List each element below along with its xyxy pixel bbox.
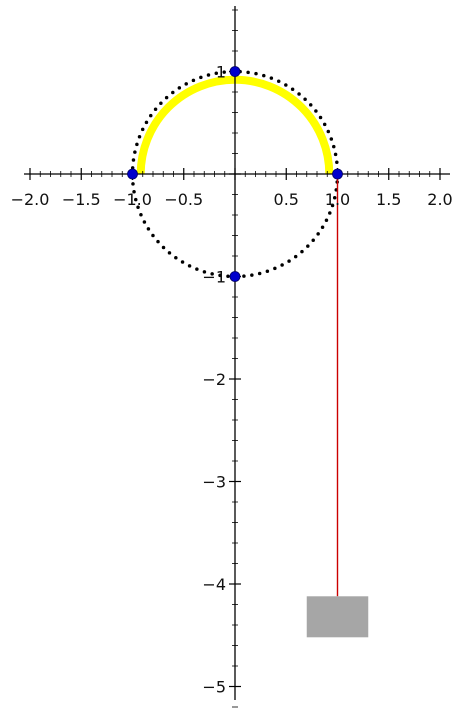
axes-group [24, 6, 450, 708]
weight-block [306, 596, 369, 638]
data-point [127, 168, 138, 180]
x-tick-label: 2.0 [427, 190, 452, 209]
x-tick-label: −2.0 [11, 190, 50, 209]
x-tick-label: −0.5 [164, 190, 203, 209]
y-tick-label: 1 [216, 63, 226, 82]
points-group [127, 66, 343, 282]
y-tick-label: −4 [202, 575, 226, 594]
data-point [229, 271, 241, 282]
y-tick-label: −3 [202, 473, 226, 492]
x-tick-label: 1.5 [376, 190, 401, 209]
y-tick-label: −1 [202, 268, 226, 287]
y-tick-label: −5 [202, 678, 226, 697]
weight-group [306, 596, 369, 638]
y-tick-label: −2 [202, 370, 226, 389]
x-tick-label: −1.5 [62, 190, 101, 209]
tick-labels-group: −2.0 −1.5 −1.0 −0.5 0.5 1.0 1.5 2.0 −5 −4 −3 −2 −1 1 [11, 63, 453, 697]
data-point [332, 168, 343, 180]
x-tick-label: 0.5 [274, 190, 299, 209]
x-tick-label: 1.0 [325, 190, 350, 209]
x-tick-label: −1.0 [113, 190, 152, 209]
data-point [229, 66, 241, 77]
